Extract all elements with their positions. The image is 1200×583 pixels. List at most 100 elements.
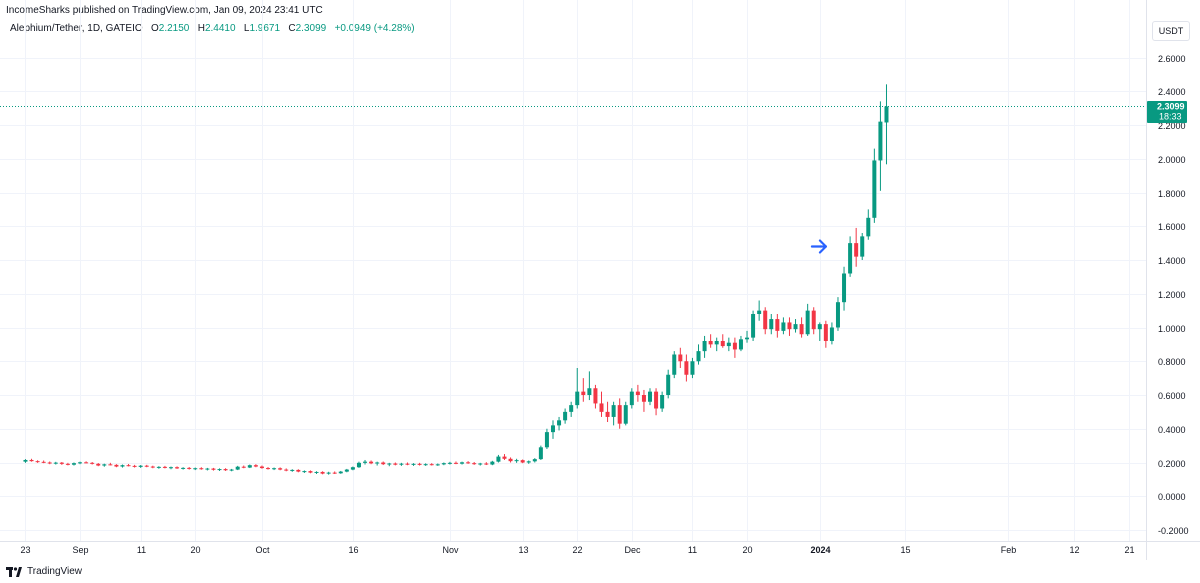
- candle: [520, 459, 525, 464]
- candle-body: [623, 405, 628, 424]
- candle: [332, 471, 337, 474]
- candle: [393, 462, 398, 466]
- candle-body: [629, 391, 634, 406]
- candle: [211, 467, 216, 471]
- candle-body: [308, 471, 313, 473]
- time-tick-label: 11: [688, 545, 697, 555]
- candle-body: [314, 471, 319, 473]
- candle: [435, 463, 440, 466]
- candle: [811, 307, 816, 335]
- candlestick-chart[interactable]: 2.6000 2.4000 2.2000 2.0000 1.8000 1.6000 1.40…: [0, 0, 1200, 560]
- last-price-value: 2.3099: [1157, 102, 1185, 112]
- candle-body: [241, 466, 246, 468]
- time-tick-label: 16: [348, 545, 358, 555]
- candle-body: [138, 465, 143, 467]
- candle-body: [235, 466, 240, 470]
- candle: [96, 463, 101, 467]
- candle: [369, 460, 374, 465]
- price-tick-label: 1.8000: [1158, 189, 1186, 199]
- time-tick-label: 22: [572, 545, 582, 555]
- candle-body: [290, 469, 295, 471]
- currency-button[interactable]: USDT: [1152, 21, 1190, 41]
- candle-body: [757, 310, 762, 314]
- price-tick-label: 1.6000: [1158, 222, 1186, 232]
- candle: [714, 337, 719, 352]
- candle: [611, 401, 616, 426]
- footer-brand[interactable]: TradingView: [6, 566, 82, 577]
- candle-body: [78, 462, 83, 464]
- candle-body: [35, 461, 40, 463]
- candle-body: [338, 471, 343, 474]
- candle: [23, 459, 28, 463]
- candle-body: [732, 342, 737, 350]
- candle-body: [575, 391, 580, 406]
- candle: [745, 330, 750, 343]
- time-tick-label: Nov: [442, 545, 459, 555]
- candle-body: [702, 341, 707, 352]
- candle-body: [563, 411, 568, 421]
- candle-body: [769, 319, 774, 330]
- candle: [793, 319, 798, 333]
- candle: [162, 465, 167, 469]
- low-label: L: [243, 23, 250, 34]
- candle: [526, 460, 531, 464]
- tradingview-logo-icon: [6, 566, 22, 577]
- candle-body: [490, 461, 495, 465]
- candle: [557, 416, 562, 431]
- candle-body: [611, 405, 616, 417]
- candle-body: [550, 425, 555, 433]
- candle-body: [284, 469, 289, 471]
- candle-body: [678, 354, 683, 362]
- candle: [259, 465, 264, 469]
- time-tick-label: 13: [518, 545, 528, 555]
- candle-body: [781, 322, 786, 331]
- candle-body: [635, 391, 640, 395]
- candle: [563, 408, 568, 424]
- candle-body: [726, 342, 731, 347]
- candle-body: [393, 463, 398, 465]
- candle-body: [266, 468, 271, 470]
- price-axis[interactable]: 2.6000 2.4000 2.2000 2.0000 1.8000 1.6000 1.40…: [1158, 54, 1189, 536]
- price-tick-label: 2.2000: [1158, 121, 1186, 131]
- candle-body: [520, 460, 525, 463]
- price-tick-label: 1.4000: [1158, 256, 1186, 266]
- candle-body: [538, 447, 543, 460]
- arrow-right-icon: [810, 239, 828, 254]
- time-axis[interactable]: 23 Sep 11 20 Oct 16 Nov 13 22 Dec 11 20 2024 15 Feb 12 2…: [20, 545, 1134, 555]
- price-tick-label: 1.0000: [1158, 324, 1186, 334]
- candle-body: [878, 121, 883, 161]
- candle-body: [369, 461, 374, 464]
- candle-body: [144, 465, 149, 467]
- candle-body: [350, 467, 355, 470]
- candle: [708, 334, 713, 348]
- symbol-name[interactable]: Alephium/Tether, 1D, GATEIO: [10, 23, 143, 34]
- candle-body: [356, 462, 361, 468]
- candle: [605, 401, 610, 422]
- candle-body: [811, 310, 816, 330]
- candle: [266, 467, 271, 470]
- candle-body: [181, 467, 186, 469]
- candle: [453, 461, 458, 465]
- candle: [817, 322, 822, 341]
- candle-body: [641, 395, 646, 402]
- candle: [599, 391, 604, 417]
- candle-body: [278, 468, 283, 470]
- candle-body: [708, 341, 713, 345]
- candle: [120, 464, 125, 468]
- candle: [126, 464, 131, 467]
- candle: [472, 461, 477, 465]
- candle: [690, 357, 695, 379]
- candle-body: [502, 456, 507, 459]
- candle: [175, 466, 180, 469]
- candle-body: [132, 465, 137, 467]
- candle: [763, 307, 768, 335]
- candle-body: [168, 467, 173, 469]
- footer-brand-text: TradingView: [27, 566, 83, 577]
- time-tick-label: 20: [190, 545, 200, 555]
- published-header: IncomeSharks published on TradingView.co…: [6, 5, 323, 16]
- candle-body: [745, 337, 750, 340]
- candle-body: [150, 466, 155, 468]
- candle: [532, 458, 537, 463]
- candle: [411, 463, 416, 466]
- candle-body: [162, 466, 167, 468]
